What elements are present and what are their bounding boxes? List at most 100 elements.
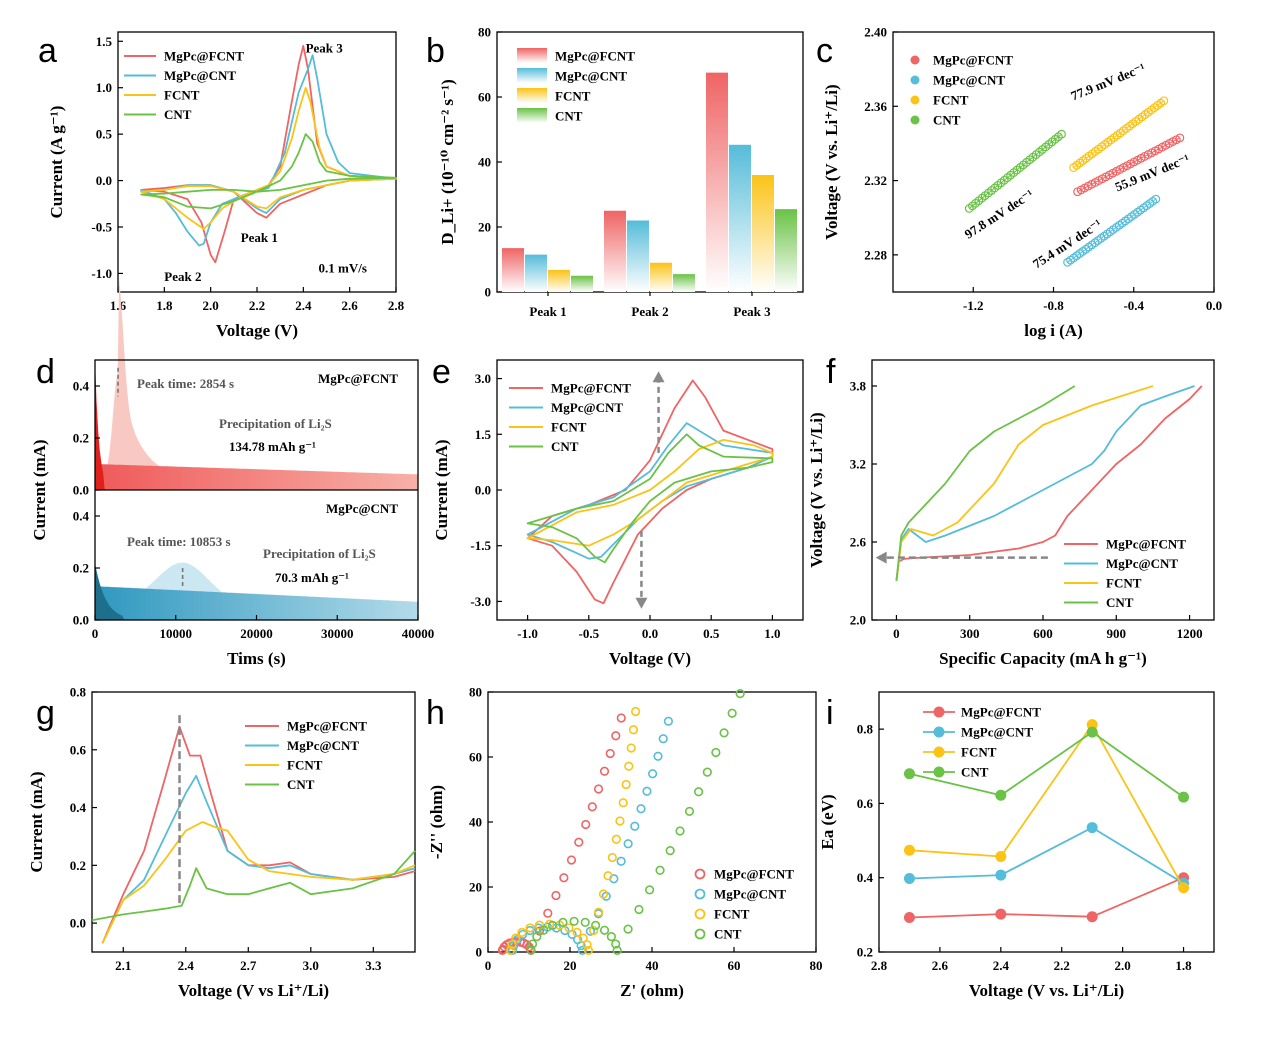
point-MgPc@FCNT (581, 819, 591, 830)
y-tick-label: 1.5 (475, 427, 492, 442)
point-MgPc@CNT (653, 751, 663, 761)
legend-entry: MgPc@CNT (1106, 556, 1178, 571)
point-MgPc@CNT (995, 869, 1007, 881)
panel-h: 0 20 40 60 80 0 20 40 60 80 Z' (ohm) -Z'' (ohm) h MgP… (426, 685, 823, 1001)
x-axis-label: log i (A) (1024, 321, 1083, 340)
bar-CNT (775, 209, 797, 292)
point-MgPc@FCNT (587, 802, 597, 812)
series-line-CNT (895, 385, 1076, 582)
bar-MgPc@FCNT (502, 248, 524, 292)
legend-entry: MgPc@FCNT (164, 49, 244, 64)
y-axis-label: Ea (eV) (818, 794, 837, 849)
arrow-head (875, 551, 887, 564)
y-tick-label: 3.0 (475, 371, 491, 386)
point-CNT (684, 806, 695, 816)
plot-frame (117, 31, 397, 293)
legend-swatch (517, 48, 547, 63)
point-CNT (727, 708, 737, 718)
point-CNT (719, 728, 729, 738)
series-line-FCNT (526, 439, 774, 547)
point-CNT (645, 885, 655, 895)
x-tick-label: 0 (485, 958, 492, 973)
peak-time-label: Peak time: 2854 s (137, 376, 234, 391)
legend-swatch (517, 108, 547, 123)
category-label: Peak 1 (529, 304, 566, 319)
slope-label: 55.9 mV dec⁻¹ (1113, 151, 1192, 194)
point-FCNT (624, 761, 634, 771)
fit-line-FCNT (1073, 100, 1165, 168)
legend-marker (933, 746, 945, 758)
legend-marker (933, 766, 945, 778)
y-tick-label: 1.5 (96, 34, 113, 49)
y-tick-label: 80 (478, 25, 491, 40)
panel-letter: b (426, 32, 445, 70)
plot-frame (91, 691, 416, 953)
legend-swatch (910, 55, 920, 65)
x-axis-label: Voltage (V) (609, 649, 691, 668)
y-tick-label: 0.4 (73, 509, 90, 524)
bar-FCNT (752, 175, 774, 292)
point-CNT (580, 917, 590, 927)
area-background-fcnt (95, 464, 418, 490)
annotation: Peak 1 (241, 230, 278, 245)
point-MgPc@FCNT (616, 713, 626, 723)
precipitation-label: Precipitation of Li₂S (263, 546, 376, 561)
x-tick-label: 0 (92, 626, 99, 641)
y-tick-label: 2.0 (850, 613, 866, 628)
y-tick-label: 2.36 (864, 99, 887, 114)
point-CNT (655, 865, 665, 875)
legend-swatch (910, 75, 920, 85)
y-tick-label: 0.2 (70, 858, 86, 873)
legend-entry: CNT (1106, 595, 1134, 610)
x-axis-label: Voltage (V) (216, 321, 298, 340)
legend-swatch (694, 868, 706, 880)
y-tick-label: 0.6 (857, 796, 874, 811)
annotation: Peak 2 (164, 269, 201, 284)
legend-entry: FCNT (555, 89, 591, 104)
y-tick-label: 60 (469, 750, 482, 765)
bar-MgPc@CNT (627, 220, 649, 292)
point-FCNT (995, 851, 1007, 863)
point-MgPc@CNT (630, 821, 640, 831)
series-line-CNT (909, 731, 1185, 798)
y-tick-label: 0.8 (857, 722, 874, 737)
x-tick-label: 0.0 (642, 626, 658, 641)
legend-entry: FCNT (164, 88, 200, 103)
legend-entry: CNT (961, 765, 989, 780)
legend-entry: MgPc@FCNT (933, 53, 1013, 68)
x-tick-label: 0.5 (703, 626, 720, 641)
legend-swatch (694, 928, 706, 940)
legend-entry: CNT (555, 109, 583, 124)
point-CNT (1086, 726, 1098, 738)
point-FCNT (578, 933, 588, 943)
legend-entry: MgPc@CNT (287, 738, 359, 753)
y-tick-label: 0.0 (73, 483, 89, 498)
legend-entry: MgPc@CNT (555, 69, 627, 84)
panel-e: -1.0 -0.5 0.0 0.5 1.0 -3.0 -1.5 0.0 1.5 3.0 Voltag… (432, 353, 804, 668)
x-tick-label: 600 (1033, 626, 1053, 641)
bar-FCNT (650, 262, 672, 292)
legend-swatch (910, 115, 920, 125)
point-FCNT (572, 927, 582, 937)
x-tick-label: 2.2 (1054, 958, 1070, 973)
bar-MgPc@FCNT (706, 72, 728, 292)
x-tick-label: 10000 (160, 626, 193, 641)
plot-frame (878, 691, 1215, 953)
legend-swatch (517, 88, 547, 103)
arrow-head (635, 597, 648, 609)
y-axis-label: Voltage (V vs. Li⁺/Li) (807, 412, 826, 567)
y-tick-label: 0.0 (70, 916, 86, 931)
x-axis-label: Voltage (V vs Li⁺/Li) (178, 981, 329, 1000)
point-MgPc@FCNT (611, 731, 621, 741)
x-tick-label: 20000 (240, 626, 273, 641)
y-tick-label: 0.4 (73, 379, 90, 394)
series-line-CNT (140, 133, 397, 210)
point-MgPc@FCNT (903, 911, 915, 923)
point-FCNT (1178, 882, 1190, 894)
point-MgPc@CNT (642, 786, 652, 796)
x-tick-label: 1.8 (1175, 958, 1192, 973)
fit-line-MgPc@FCNT (1077, 137, 1181, 193)
series-line-CNT (526, 433, 774, 564)
capacity-label: 134.78 mAh g⁻¹ (229, 439, 316, 454)
